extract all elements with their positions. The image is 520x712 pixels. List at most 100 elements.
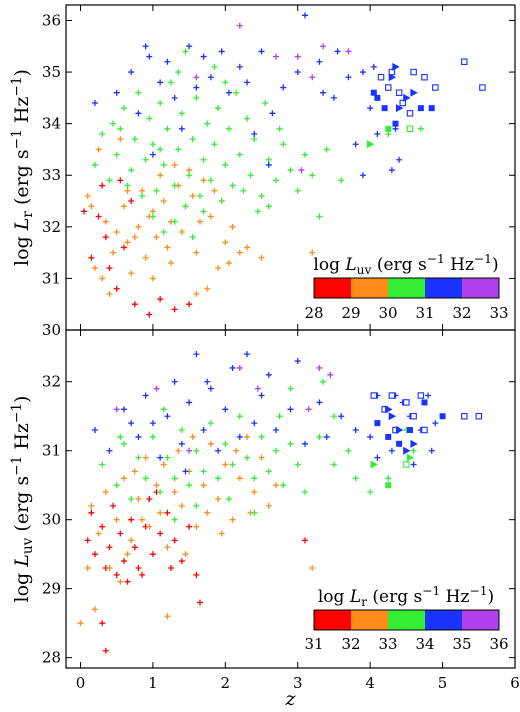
bottom-point-plus-2-14 [207,420,214,427]
top-ylabel: log Lr (erg s−1 Hz−1) [9,69,36,266]
bottom-point-plus-1-4 [113,516,120,523]
bottom-point-plus-4-0 [153,385,160,392]
bottom-point-plus-4-4 [327,371,334,378]
bottom-point-plus-3-17 [236,433,243,440]
bottom-point-plus-3-43 [323,433,330,440]
top-panel: 30 31 32 33 34 35 36 log Luv (erg s−1 Hz−1) 28 2… [42,4,516,339]
top-point-plus-3-20 [301,12,308,19]
top-point-plus-2-42 [265,156,272,163]
bottom-point-plus-2-26 [294,461,301,468]
top-point-plus-4-5 [193,74,200,81]
bottom-point-plus-2-3 [128,496,135,502]
top-point-plus-2-14 [160,161,167,168]
top-point-plus-3-22 [330,94,337,101]
top-point-plus-1-13 [153,234,160,241]
top-point-plus-1-15 [160,198,167,205]
top-point-plus-4-4 [273,53,280,60]
top-point-plus-2-8 [135,89,142,96]
top-point-plus-1-46 [225,259,232,266]
bottom-colorbar-segment-4 [462,610,499,630]
top-point-plus-3-36 [334,48,341,55]
top-point-plus-3-12 [218,48,225,55]
top-point-plus-2-46 [294,187,301,194]
bottom-point-plus-4-7 [236,364,243,371]
top-point-plus-2-69 [157,146,164,153]
bottom-point-plus-2-17 [229,461,236,468]
top-point-plus-2-39 [251,136,258,143]
top-point-plus-3-3 [135,110,142,117]
top-point-square-filled-6-3 [417,105,424,112]
bottom-point-square-filled-6-3 [406,427,413,434]
top-ytick-label-0: 30 [42,321,61,339]
top-point-plus-1-2 [99,275,106,282]
top-point-plus-3-2 [128,69,135,76]
top-point-plus-2-63 [417,125,424,132]
bottom-xtick-label-6: 6 [510,674,520,692]
top-point-plus-2-45 [287,167,294,174]
bottom-point-plus-2-27 [301,489,308,496]
bottom-point-plus-4-5 [316,364,323,371]
bottom-point-plus-1-21 [215,496,222,502]
top-panel-points [81,12,486,318]
top-point-plus-1-26 [207,213,214,220]
top-point-plus-3-25 [367,105,374,112]
bottom-panel-points [77,351,483,654]
top-point-square-open-5-8 [461,58,468,65]
bottom-point-plus-1-23 [229,516,236,523]
top-point-plus-2-17 [171,182,178,189]
top-point-plus-0-10 [171,306,178,313]
bottom-point-plus-3-15 [222,406,229,413]
top-colorbar-segment-1 [351,278,388,298]
top-point-plus-3-15 [244,79,251,86]
bottom-point-plus-3-34 [425,392,432,399]
top-point-plus-2-16 [168,79,175,86]
top-ytick-label-6: 36 [42,11,61,29]
bottom-point-plus-1-12 [160,461,167,468]
bottom-point-plus-1-10 [153,482,160,489]
top-point-square-open-5-4 [410,68,417,76]
top-point-plus-2-5 [120,105,127,112]
bottom-point-plus-0-2 [99,523,106,530]
top-point-plus-3-31 [178,125,185,132]
bottom-point-plus-1-30 [91,606,98,613]
bottom-point-square-filled-8-0 [385,482,392,489]
top-point-plus-1-38 [236,249,243,256]
bottom-colorbar: log Lr (erg s−1 Hz−1) 31 32 33 34 35 36 [304,584,508,653]
bottom-xlabel: z [284,688,296,710]
bottom-colorbar-segment-2 [388,610,425,630]
top-colorbar-segment-4 [462,278,499,298]
top-point-plus-2-56 [149,213,156,220]
bottom-point-plus-4-1 [113,406,120,413]
top-point-plus-1-32 [95,146,102,153]
top-point-plus-2-29 [215,105,222,112]
top-point-plus-0-8 [146,311,153,318]
bottom-point-plus-3-41 [182,468,189,475]
bottom-point-plus-4-6 [305,406,312,413]
top-point-plus-2-53 [175,69,182,76]
bottom-point-square-filled-6-5 [439,413,446,420]
top-point-plus-2-48 [309,172,316,179]
top-point-triangle-filled-7-3 [410,88,418,97]
bottom-point-plus-0-18 [193,571,200,578]
top-point-plus-2-50 [338,177,345,184]
top-point-plus-2-35 [236,151,243,158]
bottom-point-square-open-9-0 [403,461,410,468]
top-point-plus-2-44 [280,141,287,148]
top-point-plus-0-2 [95,213,102,220]
bottom-point-plus-1-18 [193,523,200,530]
top-point-plus-3-32 [251,130,258,137]
bottom-point-plus-2-36 [225,496,232,502]
top-point-plus-2-43 [273,177,280,184]
bottom-point-triangle-filled-7-0 [385,405,393,414]
bottom-point-plus-2-21 [258,433,265,440]
bottom-point-plus-1-29 [84,564,91,571]
bottom-point-plus-0-5 [113,571,120,578]
bottom-point-plus-3-9 [178,440,185,447]
bottom-point-plus-2-9 [171,475,178,482]
top-point-plus-2-38 [247,172,254,179]
top-point-square-open-5-1 [385,84,392,91]
top-point-plus-2-3 [110,120,117,127]
bottom-point-plus-0-8 [128,516,135,523]
top-point-plus-3-14 [236,63,243,70]
top-point-plus-1-3 [102,218,109,225]
